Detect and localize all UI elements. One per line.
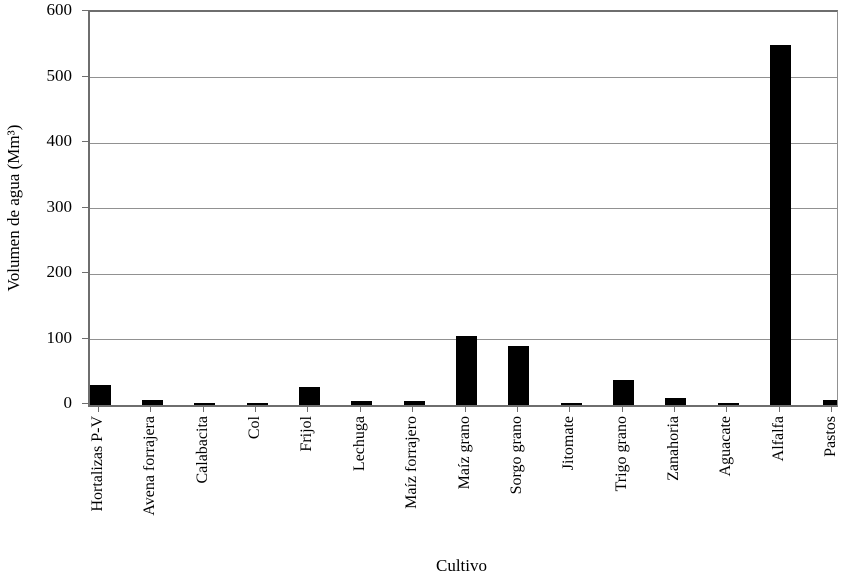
y-axis-tick [82, 10, 90, 11]
y-axis-tick [82, 206, 90, 208]
plot-area [88, 10, 838, 407]
bar [246, 403, 268, 405]
x-axis-tick [412, 405, 414, 412]
y-axis-tick-label: 300 [46, 196, 73, 216]
y-axis-tick [82, 403, 90, 404]
bar [403, 401, 425, 405]
x-axis-category-label: Alfalfa [769, 416, 787, 462]
bar [508, 346, 530, 405]
bar [560, 403, 582, 405]
x-axis-tick [359, 405, 361, 412]
x-axis-category-label: Maíz grano [455, 416, 473, 490]
x-axis-category-label: Trigo grano [612, 416, 630, 492]
bar [351, 401, 373, 405]
x-axis-category-label: Jitomate [560, 416, 578, 471]
x-axis-category-label: Calabacita [193, 416, 211, 484]
x-axis-tick [621, 405, 623, 412]
x-axis-category-label: Aguacate [717, 416, 735, 477]
x-axis-tick [673, 405, 675, 412]
bar [822, 399, 837, 405]
bar [717, 403, 739, 405]
gridline [90, 273, 837, 275]
x-axis-tick [516, 405, 518, 412]
y-axis-tick-label: 600 [46, 0, 73, 19]
bar [141, 399, 163, 405]
y-axis-tick [82, 272, 90, 273]
x-axis-tick [569, 405, 571, 412]
bar [613, 380, 635, 405]
gridline [90, 77, 837, 78]
x-axis-category-label: Zanahoria [664, 416, 682, 481]
bar [298, 387, 320, 405]
x-axis-category-label: Frijol [298, 416, 316, 452]
x-axis-category-label: Hortalizas P-V [89, 416, 106, 512]
x-axis-category-label: Maíz forrajero [403, 416, 421, 509]
x-axis-tick [464, 405, 466, 412]
y-axis-tick-label: 500 [46, 65, 73, 85]
x-axis-tick [831, 405, 832, 412]
bar [456, 336, 477, 405]
x-axis-tick [778, 405, 780, 412]
bar [665, 398, 687, 405]
y-axis-tick [82, 75, 90, 77]
x-axis-category-label: Col [246, 416, 264, 440]
x-axis-tick [98, 405, 99, 412]
x-axis-category-label: Avena forrajera [141, 416, 159, 516]
y-axis-tick [82, 141, 90, 142]
x-axis-tick [150, 405, 152, 412]
bar [194, 403, 216, 405]
bar [770, 44, 792, 405]
y-axis-tick-label: 100 [46, 327, 73, 347]
gridline [90, 142, 837, 144]
x-axis-tick [202, 405, 204, 412]
x-axis-tick [255, 405, 257, 412]
x-axis-title: Cultivo [435, 556, 487, 575]
x-axis-category-label: Lechuga [350, 416, 368, 472]
gridline [90, 208, 837, 209]
y-axis-tick [82, 337, 90, 339]
y-axis-tick-label: 0 [63, 393, 73, 412]
x-axis-tick [726, 405, 728, 412]
x-axis-tick [307, 405, 309, 412]
y-axis-tick-label: 200 [46, 262, 73, 281]
x-axis-category-label: Pastos [822, 416, 839, 457]
bar [90, 384, 111, 405]
y-axis-tick-label: 400 [46, 131, 73, 150]
x-axis-category-label: Sorgo grano [507, 416, 525, 495]
